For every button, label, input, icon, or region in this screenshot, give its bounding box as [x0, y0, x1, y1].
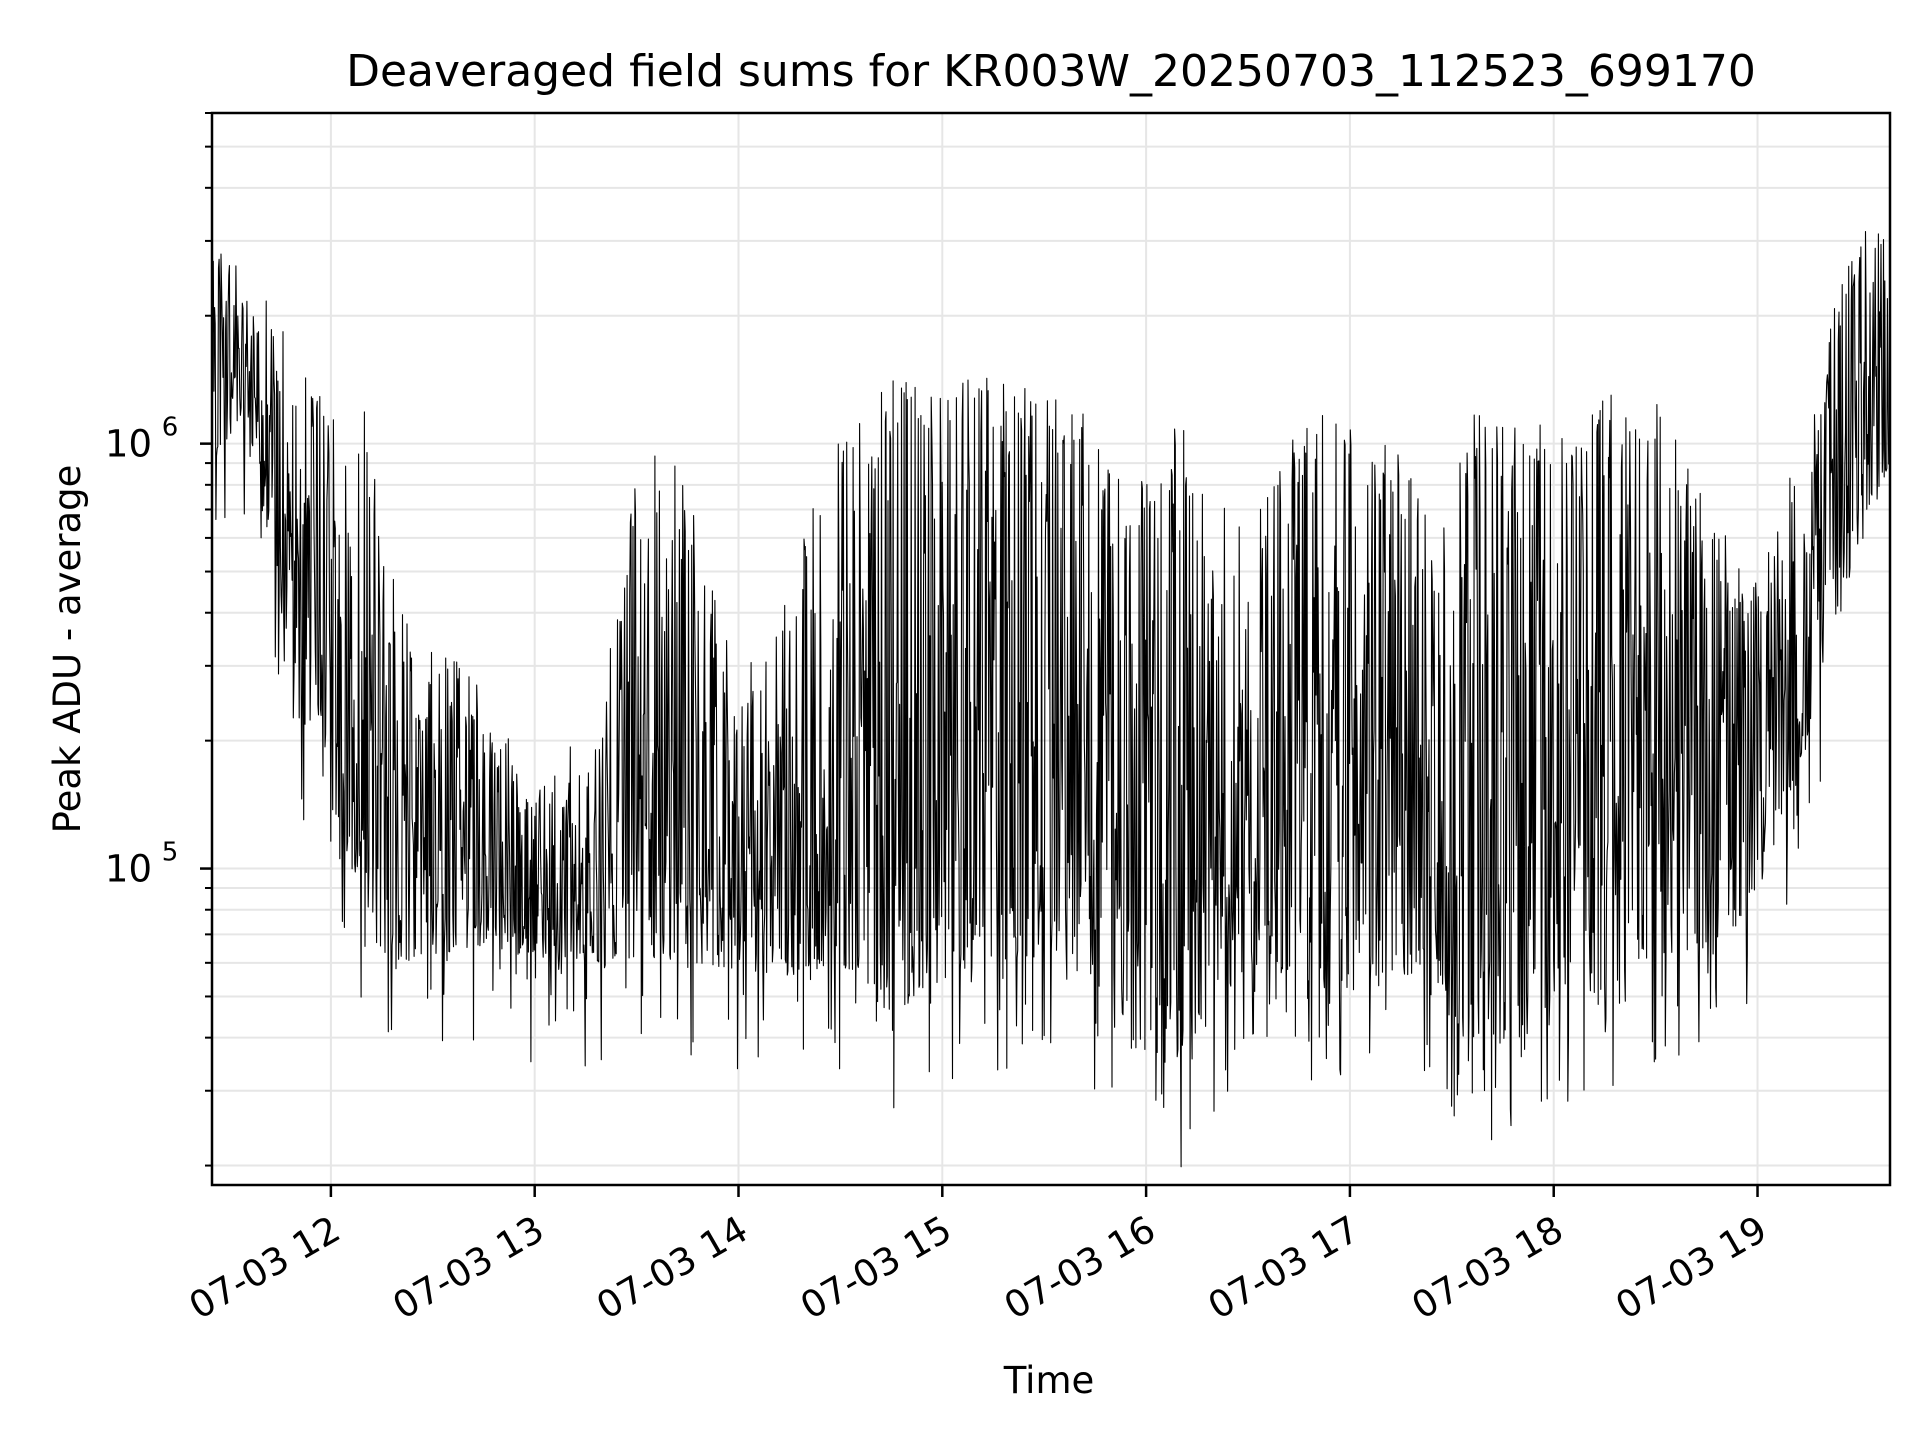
chart-title: Deaveraged field sums for KR003W_2025070… [346, 46, 1756, 97]
data-layer [211, 231, 1891, 1168]
y-tick-label-exponent: 5 [162, 838, 179, 868]
y-tick-label: 10 [105, 848, 152, 891]
y-axis-label: Peak ADU - average [46, 465, 89, 834]
y-tick-label-exponent: 6 [162, 413, 179, 443]
x-axis-label: Time [1003, 1359, 1095, 1402]
plot-frame [210, 111, 1892, 1187]
series-line [211, 231, 1891, 1168]
y-tick-label: 10 [105, 423, 152, 466]
